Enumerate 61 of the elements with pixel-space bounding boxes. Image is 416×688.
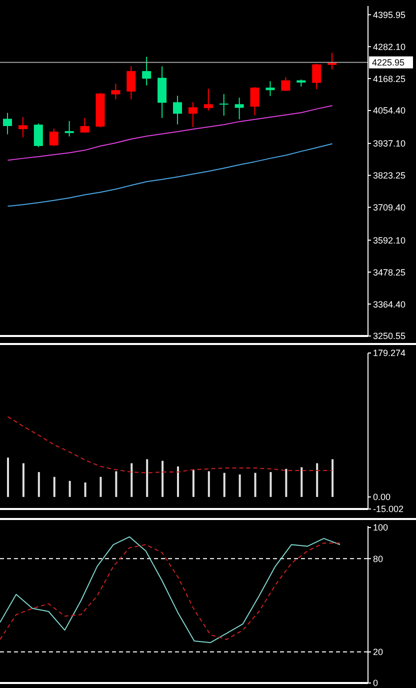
bar <box>115 471 118 497</box>
bar <box>100 476 102 497</box>
bar <box>238 474 241 497</box>
bar <box>7 458 9 497</box>
candlestick <box>312 63 322 90</box>
bar <box>22 463 24 497</box>
bar <box>162 460 164 497</box>
line-series <box>7 105 333 161</box>
candlestick <box>204 88 213 111</box>
candlestick <box>34 123 43 148</box>
candlestick <box>250 86 260 116</box>
y-tick-label: 4282.10 <box>373 42 406 52</box>
ref-line-label: 4225.95 <box>372 57 405 68</box>
y-tick-label: 4395.95 <box>373 10 406 20</box>
bar <box>285 468 288 497</box>
y-tick-label: 3823.25 <box>373 170 406 181</box>
y-tick-label: 3709.40 <box>373 202 406 212</box>
candlestick <box>64 120 74 137</box>
y-tick-label: 20 <box>373 647 384 658</box>
line-series <box>7 416 333 474</box>
candlestick <box>173 95 182 125</box>
bar <box>53 476 56 497</box>
candlestick <box>80 117 90 134</box>
bar <box>208 471 210 497</box>
bar <box>332 459 334 497</box>
y-tick-label: 3478.25 <box>373 267 406 278</box>
candlestick <box>266 80 275 97</box>
y-tick-label: 80 <box>373 554 384 564</box>
candlestick <box>49 128 58 146</box>
bar <box>68 480 71 497</box>
bar <box>130 463 133 497</box>
y-tick-label: -15.002 <box>373 504 404 514</box>
bar <box>84 482 86 497</box>
bar <box>38 472 40 497</box>
bar <box>270 472 272 497</box>
y-tick-label: 100 <box>373 522 388 533</box>
candlestick <box>126 66 136 100</box>
bar <box>316 463 318 497</box>
line-series <box>7 143 333 207</box>
candlestick <box>3 112 12 135</box>
candlestick <box>234 97 244 120</box>
bar <box>192 470 194 497</box>
bar <box>146 459 148 497</box>
candlestick <box>142 56 152 86</box>
y-tick-label: 4168.25 <box>373 74 406 84</box>
y-tick-label: 3937.10 <box>373 138 406 149</box>
y-tick-label: 179.274 <box>373 348 406 358</box>
y-tick-label: 4054.40 <box>373 106 406 116</box>
bar <box>177 466 179 497</box>
candlestick <box>219 94 228 116</box>
candlestick <box>281 76 290 92</box>
y-tick-label: 0.00 <box>373 492 391 502</box>
y-tick-label: 3592.10 <box>373 235 406 246</box>
bar <box>300 467 303 497</box>
bar <box>223 472 226 497</box>
y-tick-label: 3250.55 <box>373 331 406 342</box>
y-tick-label: 3364.40 <box>373 299 406 310</box>
candlestick <box>111 83 120 100</box>
candlestick <box>18 116 28 138</box>
y-tick-label: 0 <box>373 678 378 688</box>
candlestick <box>188 102 198 128</box>
